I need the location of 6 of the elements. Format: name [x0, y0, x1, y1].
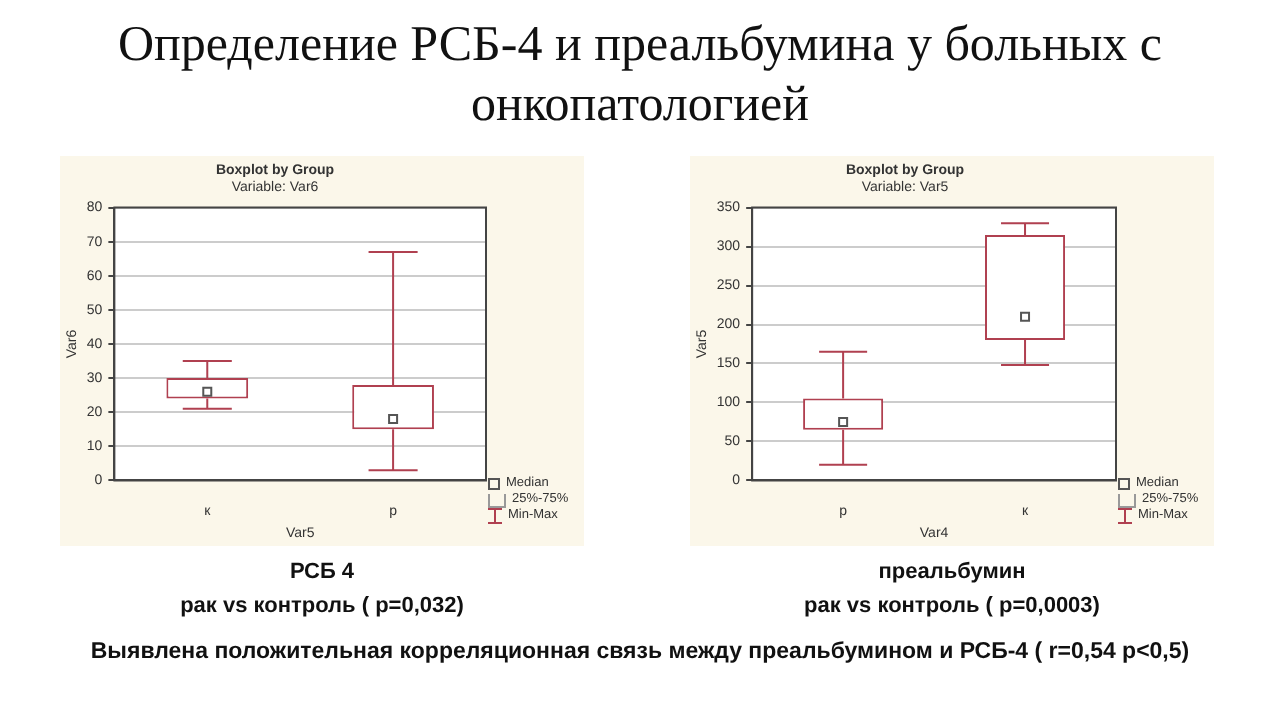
text: Выявлена положительная корреляционная связь между преальбумином и РСБ-4 ( r=0,54 p<0,5) [88, 640, 1192, 664]
text: преальбумин [878, 560, 1026, 584]
text: рак vs контроль ( p=0,0003) [804, 594, 1100, 618]
text: РСБ 4 [289, 560, 355, 584]
text: Определение РСБ-4 и преальбумина у больных с онкопатологией [115, 16, 1164, 136]
text: рак vs контроль ( p=0,032) [180, 594, 464, 618]
